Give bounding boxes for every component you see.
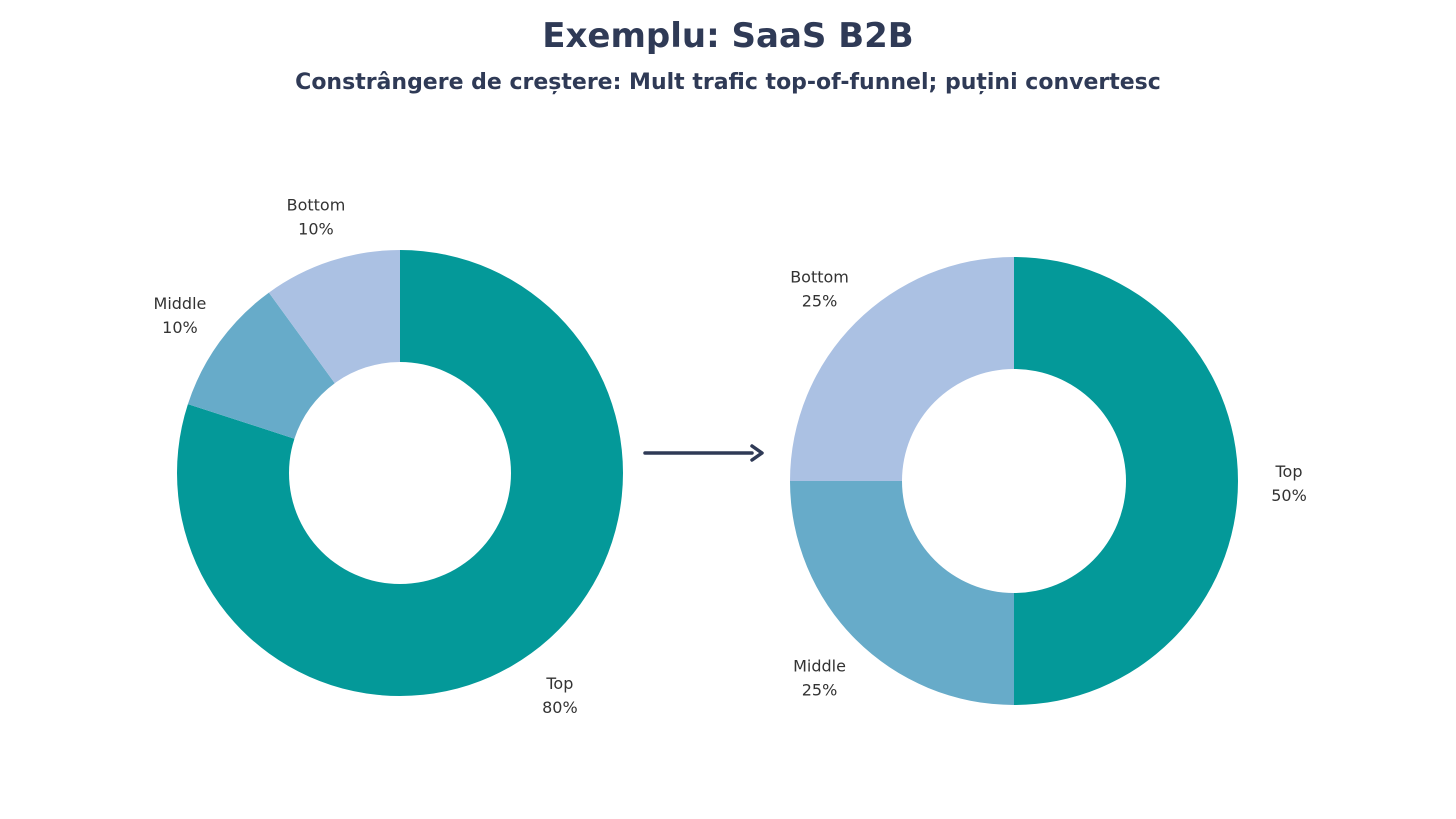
- slice-middle: [187, 292, 335, 439]
- donut-chart-after: Top 50% Middle 25% Bottom 25%: [790, 257, 1307, 705]
- slice-top: [1014, 257, 1238, 705]
- slice-value-top: 50%: [1271, 486, 1307, 505]
- slice-value-bottom: 25%: [802, 292, 838, 311]
- slice-label-middle: Middle: [154, 294, 207, 313]
- slice-bottom: [268, 250, 400, 384]
- slice-label-bottom: Bottom: [287, 195, 346, 214]
- slice-value-middle: 10%: [162, 318, 198, 337]
- slice-label-middle: Middle: [793, 656, 846, 675]
- chart-subtitle: Constrângere de creștere: Mult trafic to…: [295, 70, 1161, 95]
- slice-value-bottom: 10%: [298, 219, 334, 238]
- slice-bottom: [790, 257, 1014, 481]
- chart-title: Exemplu: SaaS B2B: [542, 16, 914, 56]
- slice-value-middle: 25%: [802, 680, 838, 699]
- slice-middle: [790, 481, 1014, 705]
- slice-value-top: 80%: [542, 698, 578, 717]
- transition-arrow-icon: [643, 444, 764, 462]
- slice-label-top: Top: [1275, 462, 1303, 481]
- slice-top: [177, 250, 624, 696]
- slice-label-bottom: Bottom: [790, 268, 849, 287]
- donut-chart-before: Top 80% Middle 10% Bottom 10%: [154, 195, 624, 717]
- slice-label-top: Top: [545, 674, 573, 693]
